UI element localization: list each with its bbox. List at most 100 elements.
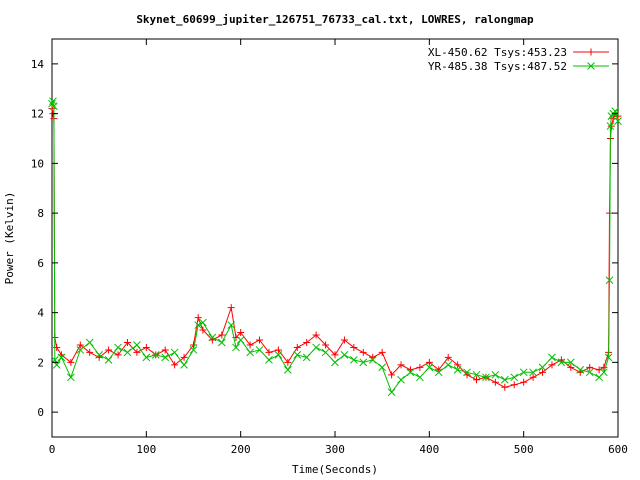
data-point (312, 343, 320, 352)
data-point (388, 371, 396, 379)
data-point (133, 341, 141, 349)
data-point (161, 353, 170, 362)
data-point (606, 122, 615, 130)
y-tick-label: 8 (37, 207, 44, 220)
x-tick-label: 600 (608, 443, 628, 456)
x-tick-label: 100 (136, 443, 156, 456)
data-point (406, 368, 415, 377)
data-point (529, 368, 537, 377)
data-point (274, 346, 282, 354)
series-layer (48, 97, 622, 397)
data-point (576, 365, 585, 374)
legend-label: YR-485.38 Tsys:487.52 (428, 60, 567, 73)
data-point (510, 373, 519, 382)
data-point (538, 363, 547, 372)
axis-layer: 0 100 200 300 400 500 600 0 2 4 6 8 10 12 14 (31, 39, 628, 456)
data-point (473, 376, 480, 384)
data-point (274, 351, 283, 359)
data-point (510, 381, 518, 389)
x-tick-label: 200 (231, 443, 251, 456)
data-point (463, 368, 471, 377)
series-2 (48, 97, 622, 397)
data-point (67, 373, 75, 382)
data-point (454, 361, 462, 369)
data-point (500, 375, 509, 384)
data-point (519, 368, 528, 377)
data-point (114, 351, 122, 359)
data-point (312, 331, 320, 339)
data-point (208, 333, 217, 342)
data-point (444, 361, 453, 369)
data-point (302, 353, 311, 362)
data-point (444, 353, 452, 361)
data-point (331, 358, 339, 367)
data-point (246, 341, 254, 349)
data-point (586, 363, 594, 371)
data-point (350, 356, 358, 364)
x-tick-label: 300 (325, 443, 345, 456)
y-tick-label: 14 (31, 58, 45, 71)
data-point (217, 338, 226, 347)
data-point (218, 331, 226, 339)
data-point (331, 351, 339, 359)
data-point (194, 314, 202, 322)
data-point (85, 338, 94, 347)
data-point (227, 321, 236, 329)
data-point (520, 378, 528, 386)
data-point (256, 336, 264, 344)
data-point (453, 365, 462, 374)
data-point (76, 346, 85, 354)
data-point (123, 348, 132, 357)
data-point (171, 361, 179, 369)
data-point (237, 329, 245, 337)
data-point (199, 326, 207, 334)
data-point (614, 117, 622, 125)
data-point (283, 365, 292, 374)
data-point (151, 351, 160, 359)
x-tick-label: 500 (514, 443, 534, 456)
data-point (387, 388, 396, 397)
data-point (340, 351, 349, 359)
data-point (265, 348, 273, 356)
data-point (76, 341, 84, 349)
data-point (548, 361, 556, 369)
y-tick-label: 4 (37, 307, 44, 320)
y-tick-label: 0 (37, 406, 44, 419)
data-point (50, 102, 58, 111)
data-point (105, 346, 113, 354)
data-point (255, 346, 264, 354)
data-point (57, 353, 66, 362)
data-point (95, 351, 104, 359)
data-point (585, 368, 594, 377)
data-point (501, 383, 509, 391)
data-point (86, 348, 94, 356)
data-point (293, 343, 301, 351)
data-point (600, 363, 608, 371)
data-point (378, 348, 386, 356)
y-tick-label: 10 (31, 157, 44, 170)
data-point (416, 363, 424, 371)
data-point (529, 373, 537, 381)
legend-label: XL-450.62 Tsys:453.23 (428, 46, 567, 59)
data-point (293, 351, 302, 359)
data-point (180, 361, 188, 369)
data-point (434, 368, 443, 377)
data-point (194, 321, 203, 329)
data-point (599, 368, 608, 377)
data-point (322, 341, 330, 349)
data-point (104, 356, 113, 364)
data-point (557, 358, 566, 367)
data-point (567, 363, 575, 371)
data-point (123, 338, 131, 346)
data-point (397, 361, 405, 369)
data-point (425, 363, 434, 372)
data-point (67, 358, 75, 366)
data-point (539, 368, 547, 376)
data-point (491, 378, 499, 386)
series-line (51, 99, 619, 394)
legend-marker (587, 48, 595, 56)
data-point (133, 348, 141, 356)
data-point (199, 318, 207, 327)
x-axis-label: Time(Seconds) (292, 463, 378, 476)
data-point (180, 353, 188, 361)
